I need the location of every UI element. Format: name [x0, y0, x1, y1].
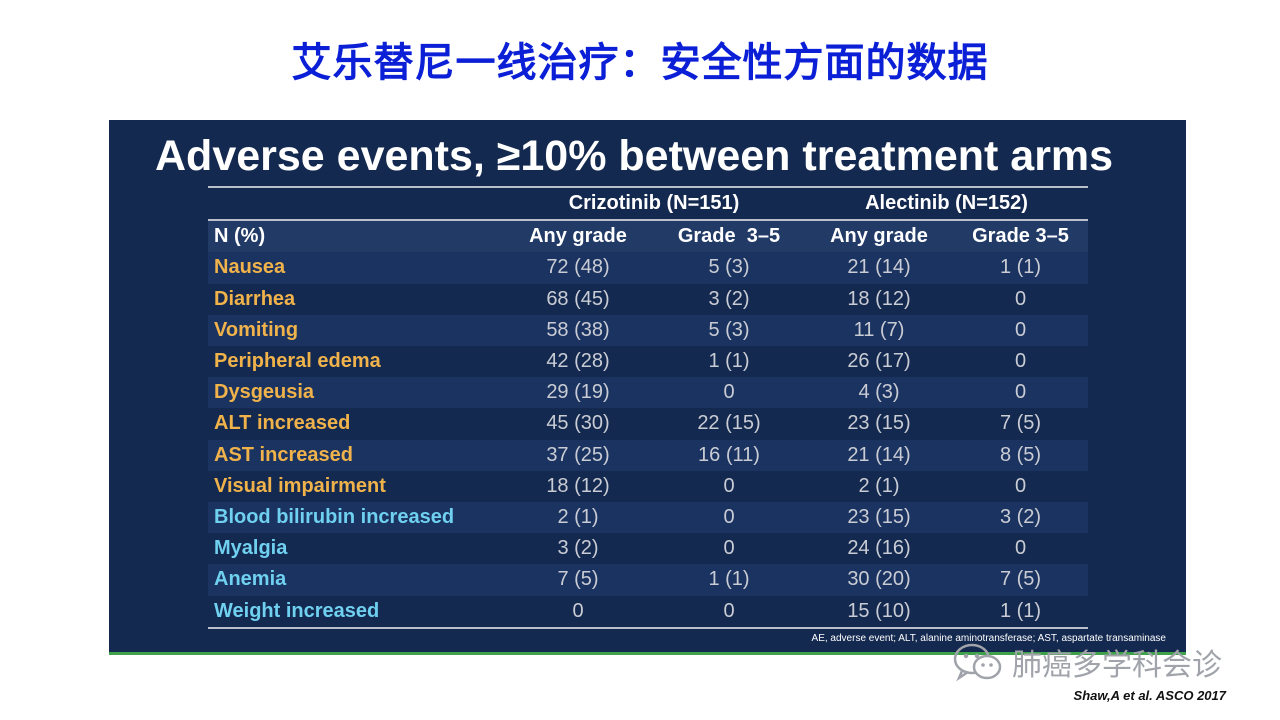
- column-header-row: N (%) Any grade Grade 3–5 Any grade Grad…: [208, 220, 1088, 253]
- adverse-event-name: Visual impairment: [208, 470, 503, 503]
- citation: Shaw,A et al. ASCO 2017: [1073, 688, 1226, 703]
- alectinib-grade-3-5-cell: 7 (5): [953, 564, 1088, 596]
- column-header-alectinib-grade-3-5: Grade 3–5: [953, 220, 1088, 253]
- alectinib-any-grade-cell: 21 (14): [805, 439, 953, 471]
- alectinib-any-grade-cell: 23 (15): [805, 502, 953, 534]
- crizotinib-grade-3-5-cell: 5 (3): [653, 252, 805, 284]
- table-row: Diarrhea 68 (45) 3 (2) 18 (12) 0: [208, 283, 1088, 315]
- table-row: Dysgeusia 29 (19) 0 4 (3) 0: [208, 377, 1088, 409]
- crizotinib-any-grade-cell: 3 (2): [503, 533, 653, 565]
- alectinib-any-grade-cell: 24 (16): [805, 533, 953, 565]
- alectinib-grade-3-5-cell: 8 (5): [953, 439, 1088, 471]
- table-row: Myalgia 3 (2) 0 24 (16) 0: [208, 533, 1088, 565]
- alectinib-grade-3-5-cell: 3 (2): [953, 502, 1088, 534]
- slide-title: 艾乐替尼一线治疗：安全性方面的数据: [291, 40, 989, 86]
- column-header-crizotinib-grade-3-5: Grade 3–5: [653, 220, 805, 253]
- alectinib-any-grade-cell: 11 (7): [805, 314, 953, 347]
- alectinib-grade-3-5-cell: 0: [953, 470, 1088, 503]
- treatment-arm-header-row: Crizotinib (N=151) Alectinib (N=152): [208, 185, 1088, 222]
- column-header-label: N (%): [208, 220, 503, 253]
- alectinib-grade-3-5-cell: 1 (1): [953, 252, 1088, 284]
- adverse-event-name: Diarrhea: [208, 283, 503, 315]
- crizotinib-any-grade-cell: 7 (5): [503, 564, 653, 596]
- alectinib-grade-3-5-cell: 1 (1): [953, 595, 1088, 629]
- alectinib-grade-3-5-cell: 0: [953, 314, 1088, 347]
- column-header-crizotinib-any-grade: Any grade: [503, 220, 653, 253]
- alectinib-any-grade-cell: 15 (10): [805, 595, 953, 629]
- crizotinib-any-grade-cell: 45 (30): [503, 408, 653, 440]
- crizotinib-grade-3-5-cell: 0: [653, 377, 805, 409]
- alectinib-any-grade-cell: 23 (15): [805, 408, 953, 440]
- crizotinib-any-grade-cell: 72 (48): [503, 252, 653, 284]
- alectinib-any-grade-cell: 26 (17): [805, 346, 953, 378]
- adverse-event-name: Weight increased: [208, 595, 503, 629]
- alectinib-grade-3-5-cell: 0: [953, 283, 1088, 315]
- adverse-event-name: ALT increased: [208, 408, 503, 440]
- adverse-event-name: AST increased: [208, 439, 503, 471]
- table-row: Peripheral edema 42 (28) 1 (1) 26 (17) 0: [208, 346, 1088, 378]
- watermark-text: 肺癌多学科会诊: [1012, 648, 1222, 683]
- crizotinib-grade-3-5-cell: 1 (1): [653, 564, 805, 596]
- adverse-event-name: Dysgeusia: [208, 377, 503, 409]
- alectinib-any-grade-cell: 4 (3): [805, 377, 953, 409]
- adverse-events-body: Nausea 72 (48) 5 (3) 21 (14) 1 (1) Diarrhea 68…: [208, 252, 1088, 629]
- adverse-event-name: Blood bilirubin increased: [208, 502, 503, 534]
- crizotinib-grade-3-5-cell: 1 (1): [653, 346, 805, 378]
- crizotinib-any-grade-cell: 2 (1): [503, 502, 653, 534]
- crizotinib-any-grade-cell: 37 (25): [503, 439, 653, 471]
- column-header-alectinib-any-grade: Any grade: [805, 220, 953, 253]
- crizotinib-grade-3-5-cell: 0: [653, 502, 805, 534]
- adverse-events-panel: Adverse events, ≥10% between treatment a…: [109, 120, 1186, 655]
- crizotinib-grade-3-5-cell: 5 (3): [653, 314, 805, 347]
- table-row: Weight increased 0 0 15 (10) 1 (1): [208, 595, 1088, 629]
- alectinib-any-grade-cell: 21 (14): [805, 252, 953, 284]
- adverse-event-name: Anemia: [208, 564, 503, 596]
- watermark: 肺癌多学科会诊: [952, 640, 1222, 684]
- table-row: Visual impairment 18 (12) 0 2 (1) 0: [208, 470, 1088, 503]
- alectinib-any-grade-cell: 18 (12): [805, 283, 953, 315]
- crizotinib-grade-3-5-cell: 16 (11): [653, 439, 805, 471]
- adverse-event-name: Peripheral edema: [208, 346, 503, 378]
- arm-header-blank: [208, 185, 503, 222]
- arm-header-crizotinib: Crizotinib (N=151): [503, 185, 805, 222]
- alectinib-any-grade-cell: 2 (1): [805, 470, 953, 503]
- table-row: AST increased 37 (25) 16 (11) 21 (14) 8 (5): [208, 439, 1088, 471]
- crizotinib-grade-3-5-cell: 0: [653, 470, 805, 503]
- table-row: ALT increased 45 (30) 22 (15) 23 (15) 7 (5): [208, 408, 1088, 440]
- alectinib-grade-3-5-cell: 7 (5): [953, 408, 1088, 440]
- adverse-event-name: Vomiting: [208, 314, 503, 347]
- table-row: Nausea 72 (48) 5 (3) 21 (14) 1 (1): [208, 252, 1088, 284]
- adverse-event-name: Nausea: [208, 252, 503, 284]
- crizotinib-any-grade-cell: 42 (28): [503, 346, 653, 378]
- crizotinib-any-grade-cell: 68 (45): [503, 283, 653, 315]
- crizotinib-any-grade-cell: 29 (19): [503, 377, 653, 409]
- wechat-icon: [953, 643, 1002, 682]
- alectinib-grade-3-5-cell: 0: [953, 346, 1088, 378]
- adverse-event-name: Myalgia: [208, 533, 503, 565]
- crizotinib-grade-3-5-cell: 0: [653, 595, 805, 629]
- arm-header-alectinib: Alectinib (N=152): [805, 185, 1088, 222]
- crizotinib-grade-3-5-cell: 0: [653, 533, 805, 565]
- crizotinib-grade-3-5-cell: 3 (2): [653, 283, 805, 315]
- adverse-events-table: Crizotinib (N=151) Alectinib (N=152) N (…: [208, 185, 1088, 629]
- crizotinib-any-grade-cell: 18 (12): [503, 470, 653, 503]
- crizotinib-grade-3-5-cell: 22 (15): [653, 408, 805, 440]
- table-row: Blood bilirubin increased 2 (1) 0 23 (15) 3 …: [208, 502, 1088, 534]
- crizotinib-any-grade-cell: 0: [503, 595, 653, 629]
- alectinib-grade-3-5-cell: 0: [953, 533, 1088, 565]
- panel-heading: Adverse events, ≥10% between treatment a…: [155, 132, 1114, 180]
- table-row: Vomiting 58 (38) 5 (3) 11 (7) 0: [208, 314, 1088, 347]
- table-row: Anemia 7 (5) 1 (1) 30 (20) 7 (5): [208, 564, 1088, 596]
- crizotinib-any-grade-cell: 58 (38): [503, 314, 653, 347]
- alectinib-any-grade-cell: 30 (20): [805, 564, 953, 596]
- footnote: AE, adverse event; ALT, alanine aminotra…: [811, 633, 1166, 644]
- alectinib-grade-3-5-cell: 0: [953, 377, 1088, 409]
